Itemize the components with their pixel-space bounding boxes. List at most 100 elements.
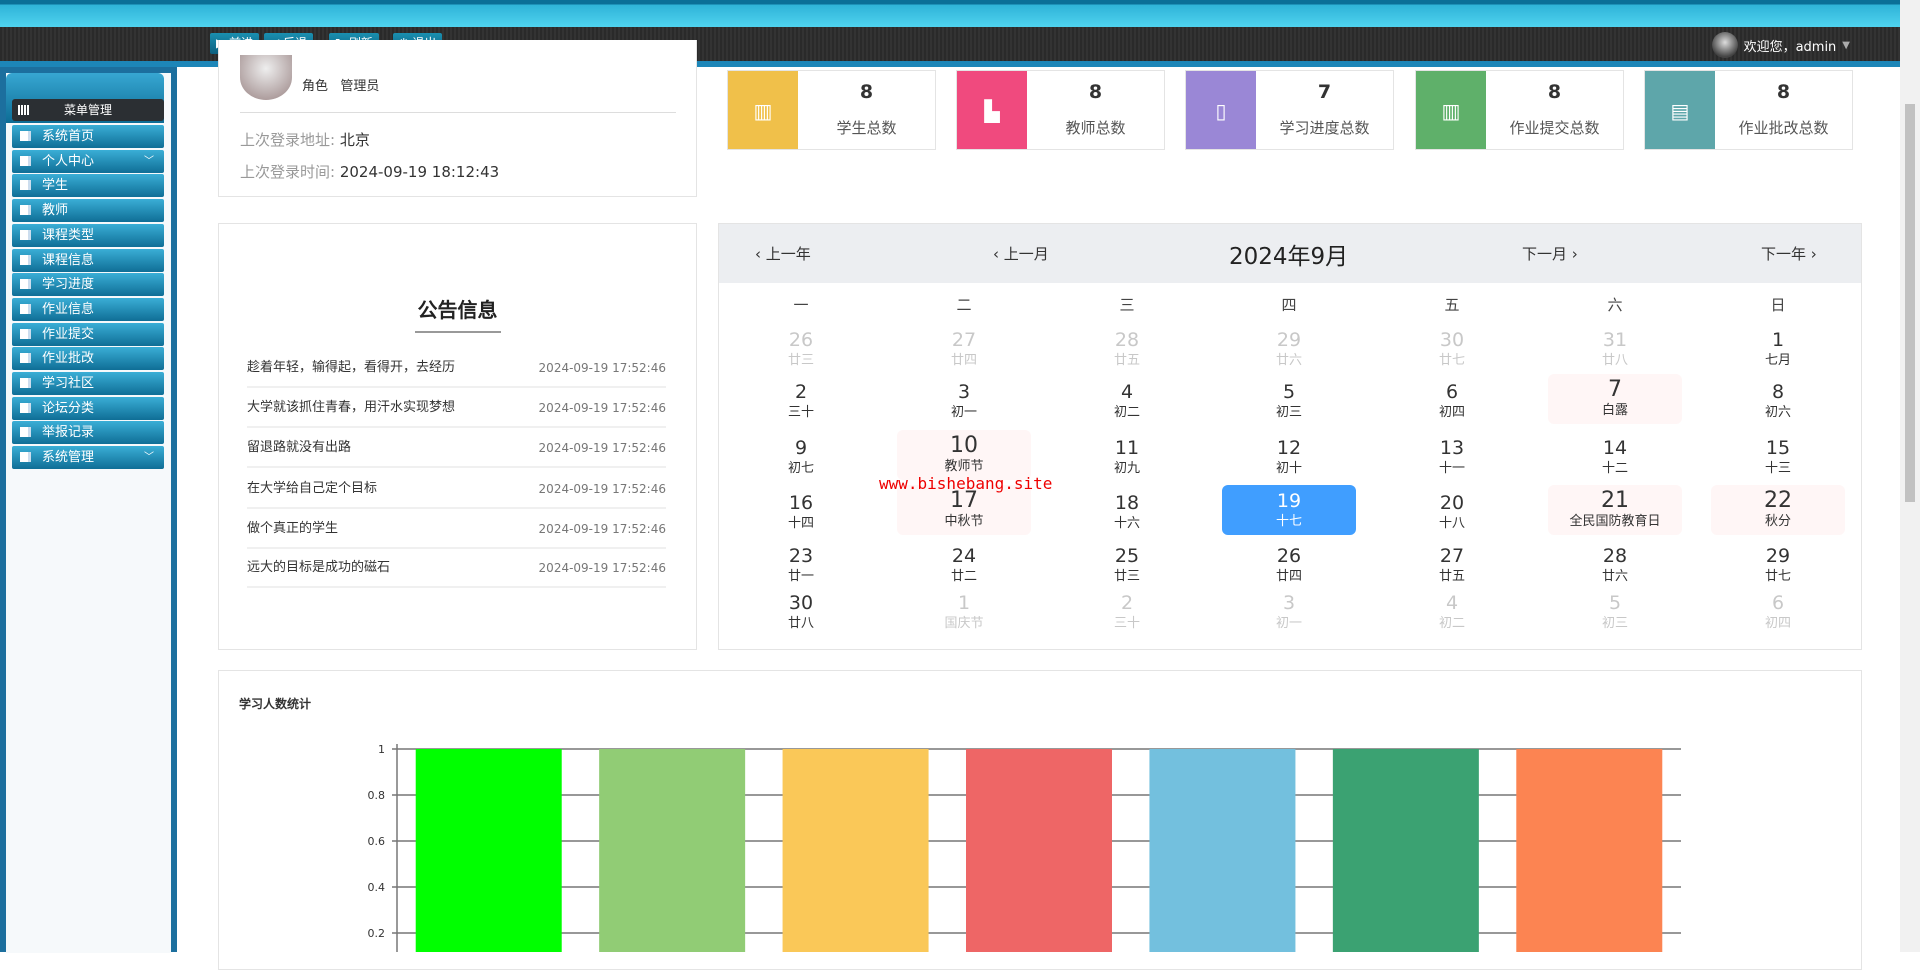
calendar-day[interactable]: 10 教师节 <box>897 430 1031 480</box>
calendar-day[interactable]: 5 初三 <box>1548 591 1682 633</box>
bar-chart-icon: ▥ <box>728 71 798 149</box>
day-number: 30 <box>1439 329 1465 351</box>
calendar-day[interactable]: 19 十七 <box>1222 485 1356 535</box>
chart-title: 学习人数统计 <box>239 697 312 711</box>
calendar-day[interactable]: 6 初四 <box>1711 591 1845 633</box>
sidebar-item-label: 学生 <box>42 178 69 194</box>
calendar-day[interactable]: 22 秋分 <box>1711 485 1845 535</box>
sidebar-item[interactable]: 教师 <box>12 199 164 223</box>
weekday-label: 一 <box>793 296 809 314</box>
calendar-day[interactable]: 28 廿五 <box>1060 328 1194 370</box>
calendar-day[interactable]: 31 廿八 <box>1548 328 1682 370</box>
stat-card[interactable]: ▥ 8 作业提交总数 <box>1415 70 1624 150</box>
calendar-day[interactable]: 3 初一 <box>1222 591 1356 633</box>
notice-item[interactable]: 趁着年轻，输得起，看得开，去经历 2024-09-19 17:52:46 <box>247 348 666 388</box>
sidebar-item-label: 系统首页 <box>42 129 95 144</box>
calendar-day[interactable]: 4 初二 <box>1385 591 1519 633</box>
calendar-day[interactable]: 1 七月 <box>1711 328 1845 370</box>
calendar-header <box>719 224 1861 283</box>
calendar-day[interactable]: 11 初九 <box>1060 436 1194 478</box>
calendar-day[interactable]: 17 中秋节 <box>897 485 1031 535</box>
day-number: 26 <box>1276 545 1302 567</box>
sidebar-item-label: 课程类型 <box>42 227 95 243</box>
scrollbar-thumb[interactable] <box>1905 104 1915 502</box>
calendar-day[interactable]: 29 廿七 <box>1711 544 1845 586</box>
lunar-date: 三十 <box>787 405 814 420</box>
sidebar-item[interactable]: 作业信息 <box>12 297 164 321</box>
sidebar-item[interactable]: 课程类型 <box>12 223 164 247</box>
lunar-date: 廿五 <box>1113 353 1140 368</box>
sidebar-item[interactable]: 作业批改 <box>12 347 164 371</box>
sidebar-item[interactable]: 课程信息 <box>12 248 164 272</box>
calendar-day[interactable]: 2 三十 <box>734 380 868 422</box>
user-menu[interactable]: 欢迎您，admin ▼ <box>1711 32 1850 58</box>
day-number: 8 <box>1771 381 1785 403</box>
notice-item[interactable]: 远大的目标是成功的磁石 2024-09-19 17:52:46 <box>247 548 666 588</box>
calendar-day[interactable]: 25 廿三 <box>1060 544 1194 586</box>
calendar-day[interactable]: 28 廿六 <box>1548 544 1682 586</box>
notice-item[interactable]: 留退路就没有出路 2024-09-19 17:52:46 <box>247 428 666 468</box>
calendar-day[interactable]: 27 廿四 <box>897 328 1031 370</box>
stat-card[interactable]: ▥ 8 学生总数 <box>727 70 936 150</box>
calendar-day[interactable]: 21 全民国防教育日 <box>1548 485 1682 535</box>
stat-card[interactable]: ▯ 7 学习进度总数 <box>1185 70 1394 150</box>
calendar-day[interactable]: 8 初六 <box>1711 380 1845 422</box>
calendar-day[interactable]: 30 廿七 <box>1385 328 1519 370</box>
sidebar-item[interactable]: 学习进度 <box>12 273 164 297</box>
sidebar-item[interactable]: 个人中心 ﹀ <box>12 149 164 173</box>
calendar-day[interactable]: 26 廿三 <box>734 328 868 370</box>
login-time: 上次登录时间: 2024-09-19 18:12:43 <box>240 161 499 182</box>
calendar-day[interactable]: 12 初十 <box>1222 436 1356 478</box>
sidebar-item[interactable]: 作业提交 <box>12 322 164 346</box>
sidebar-item[interactable]: 学习社区 <box>12 372 164 395</box>
bar <box>966 749 1112 952</box>
calendar-day[interactable]: 20 十八 <box>1385 491 1519 533</box>
calendar-day[interactable]: 30 廿八 <box>734 591 868 633</box>
y-tick-label: 0.4 <box>368 881 386 894</box>
stat-card[interactable]: ▤ 8 作业批改总数 <box>1644 70 1853 150</box>
calendar-day[interactable]: 18 十六 <box>1060 491 1194 533</box>
notice-text: 大学就该抓住青春，用汗水实现梦想 <box>247 400 456 415</box>
chevron-down-icon: ﹀ <box>144 452 154 464</box>
sidebar-item[interactable]: 系统首页 <box>12 125 164 148</box>
stat-card[interactable]: ▙ 8 教师总数 <box>956 70 1165 150</box>
notice-item[interactable]: 大学就该抓住青春，用汗水实现梦想 2024-09-19 17:52:46 <box>247 388 666 428</box>
calendar-day[interactable]: 24 廿二 <box>897 544 1031 586</box>
calendar-day[interactable]: 26 廿四 <box>1222 544 1356 586</box>
calendar-day[interactable]: 9 初七 <box>734 436 868 478</box>
lunar-date: 初二 <box>1438 616 1465 631</box>
next-year-button[interactable]: 下一年 › <box>1761 245 1817 263</box>
calendar-day[interactable]: 16 十四 <box>734 491 868 533</box>
calendar-day[interactable]: 27 廿五 <box>1385 544 1519 586</box>
weekday-label: 四 <box>1281 296 1297 314</box>
calendar-day[interactable]: 13 十一 <box>1385 436 1519 478</box>
sidebar-item[interactable]: 学生 <box>12 174 164 198</box>
lunar-date: 三十 <box>1113 616 1140 631</box>
day-number: 27 <box>1439 545 1465 567</box>
calendar-day[interactable]: 6 初四 <box>1385 380 1519 422</box>
page-scrollbar[interactable] <box>1900 0 1920 952</box>
sidebar-item[interactable]: 论坛分类 <box>12 396 164 420</box>
prev-month-button[interactable]: ‹ 上一月 <box>993 245 1049 263</box>
sidebar-item[interactable]: 系统管理 ﹀ <box>12 446 164 470</box>
sidebar-item-label: 教师 <box>42 203 69 219</box>
next-month-button[interactable]: 下一月 › <box>1522 245 1578 263</box>
chevron-down-icon: ﹀ <box>144 155 154 167</box>
calendar-day[interactable]: 7 白露 <box>1548 374 1682 424</box>
notice-item[interactable]: 在大学给自己定个目标 2024-09-19 17:52:46 <box>247 469 666 509</box>
calendar-day[interactable]: 15 十三 <box>1711 436 1845 478</box>
calendar-day[interactable]: 1 国庆节 <box>897 591 1031 633</box>
notice-item[interactable]: 做个真正的学生 2024-09-19 17:52:46 <box>247 509 666 549</box>
notice-title-text: 公告信息 <box>414 294 501 333</box>
prev-year-button[interactable]: ‹ 上一年 <box>755 245 811 263</box>
calendar-day[interactable]: 4 初二 <box>1060 380 1194 422</box>
calendar-day[interactable]: 23 廿一 <box>734 544 868 586</box>
calendar-day[interactable]: 14 十二 <box>1548 436 1682 478</box>
sidebar-item[interactable]: 举报记录 <box>12 421 164 445</box>
calendar-day[interactable]: 3 初一 <box>897 380 1031 422</box>
calendar-day[interactable]: 5 初三 <box>1222 380 1356 422</box>
calendar-day[interactable]: 29 廿六 <box>1222 328 1356 370</box>
bar-chart: 0.2 0.4 0.6 0.8 1 <box>368 743 1681 952</box>
lunar-date: 廿八 <box>787 616 814 631</box>
calendar-day[interactable]: 2 三十 <box>1060 591 1194 633</box>
